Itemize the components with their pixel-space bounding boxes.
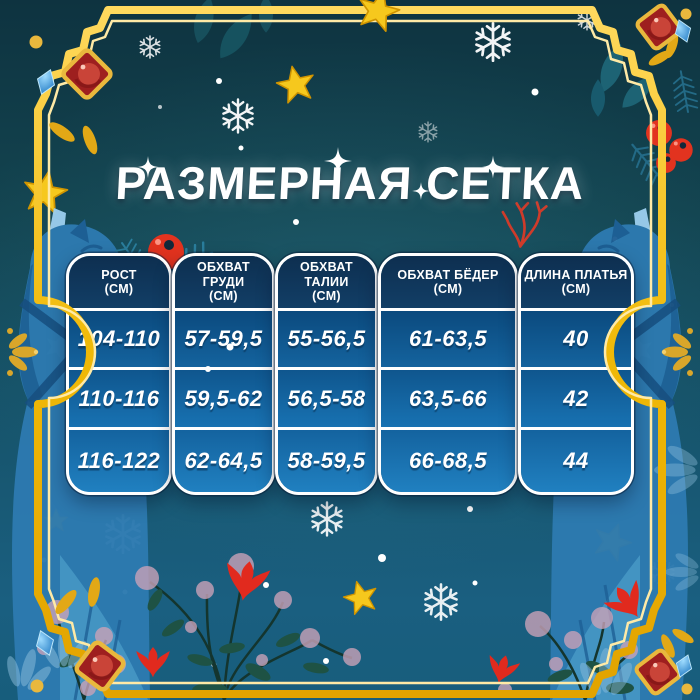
column-chest: ОБХВАТ ГРУДИ (СМ) 57-59,5 59,5-62 62-64,… <box>172 253 275 495</box>
table-cell: 61-63,5 <box>381 308 515 367</box>
column-dress-length: ДЛИНА ПЛАТЬЯ (СМ) 40 42 44 <box>518 253 634 495</box>
table-cell: 58-59,5 <box>278 427 375 492</box>
column-header: ОБХВАТ ГРУДИ (СМ) <box>175 256 272 308</box>
table-cell: 57-59,5 <box>175 308 272 367</box>
table-cell: 40 <box>521 308 631 367</box>
size-table: РОСТ (СМ) 104-110 110-116 116-122 ОБХВАТ… <box>66 253 634 495</box>
column-header: ОБХВАТ БЁДЕР (СМ) <box>381 256 515 308</box>
table-cell: 116-122 <box>69 427 169 492</box>
teal-leaf-icon <box>189 0 660 117</box>
berry-mauve <box>37 553 659 697</box>
column-height: РОСТ (СМ) 104-110 110-116 116-122 <box>66 253 172 495</box>
winter-plant-icon <box>37 553 659 700</box>
table-cell: 62-64,5 <box>175 427 272 492</box>
column-header: РОСТ (СМ) <box>69 256 169 308</box>
table-cell: 66-68,5 <box>381 427 515 492</box>
column-hips: ОБХВАТ БЁДЕР (СМ) 61-63,5 63,5-66 66-68,… <box>378 253 518 495</box>
table-cell: 63,5-66 <box>381 367 515 427</box>
table-cell: 110-116 <box>69 367 169 427</box>
red-flower-icon <box>136 557 655 688</box>
star-icon <box>352 0 405 35</box>
table-cell: 42 <box>521 367 631 427</box>
table-cell: 59,5-62 <box>175 367 272 427</box>
column-header: ОБХВАТ ТАЛИИ (СМ) <box>278 256 375 308</box>
table-cell: 56,5-58 <box>278 367 375 427</box>
page-title: РАЗМЕРНАЯ СЕТКА <box>114 157 586 209</box>
column-header: ДЛИНА ПЛАТЬЯ (СМ) <box>521 256 631 308</box>
table-cell: 55-56,5 <box>278 308 375 367</box>
table-cell: 44 <box>521 427 631 492</box>
column-waist: ОБХВАТ ТАЛИИ (СМ) 55-56,5 56,5-58 58-59,… <box>275 253 378 495</box>
table-cell: 104-110 <box>69 308 169 367</box>
